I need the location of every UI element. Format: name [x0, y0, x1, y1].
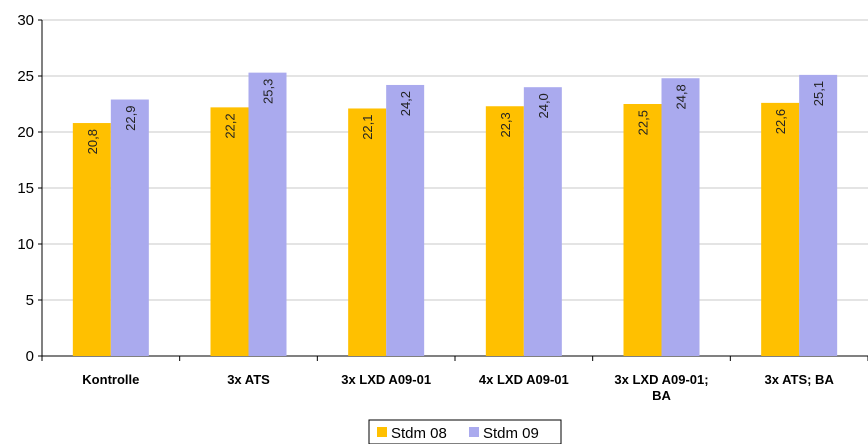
bar [386, 84, 425, 357]
x-tick-label: 4x LXD A09-01 [479, 372, 569, 387]
value-label: 24,2 [398, 91, 413, 116]
legend-box [368, 419, 562, 444]
y-tick-label: 0 [26, 348, 34, 365]
value-label: 20,8 [85, 129, 100, 154]
y-tick-label: 15 [17, 180, 34, 197]
value-label: 22,3 [498, 112, 513, 137]
value-label: 22,2 [223, 113, 238, 138]
y-tick-label: 20 [17, 124, 34, 141]
x-tick-label: 3x ATS; BA [764, 372, 834, 387]
y-tick-label: 5 [26, 292, 34, 309]
bar [348, 108, 387, 356]
legend-label: Stdm 08 [391, 425, 447, 442]
bar [761, 102, 800, 356]
bar [523, 87, 562, 356]
value-label: 25,3 [261, 79, 276, 104]
bar [485, 106, 524, 357]
legend-swatch [377, 427, 387, 437]
y-tick-label: 10 [17, 236, 34, 253]
y-tick-label: 30 [17, 12, 34, 29]
value-label: 22,5 [636, 110, 651, 135]
value-label: 22,1 [360, 114, 375, 139]
y-tick-label: 25 [17, 68, 34, 85]
bar [661, 78, 700, 357]
value-label: 24,0 [536, 93, 551, 118]
bar [799, 74, 838, 356]
legend-swatch [469, 427, 479, 437]
value-label: 22,9 [123, 106, 138, 131]
bar [623, 104, 662, 356]
x-tick-label: 3x LXD A09-01 [341, 372, 431, 387]
bar [248, 72, 287, 356]
x-tick-label: 3x LXD A09-01; BA [614, 372, 708, 403]
bar [210, 107, 249, 356]
value-label: 25,1 [811, 81, 826, 106]
bar [72, 123, 111, 356]
legend-label: Stdm 09 [483, 425, 539, 442]
bar [110, 99, 149, 357]
x-tick-label: Kontrolle [82, 372, 139, 387]
value-label: 22,6 [773, 109, 788, 134]
value-label: 24,8 [674, 84, 689, 109]
x-tick-label: 3x ATS [227, 372, 270, 387]
x-tick-label-line: BA [652, 388, 671, 403]
x-tick-label-line: 3x LXD A09-01; [614, 372, 708, 387]
